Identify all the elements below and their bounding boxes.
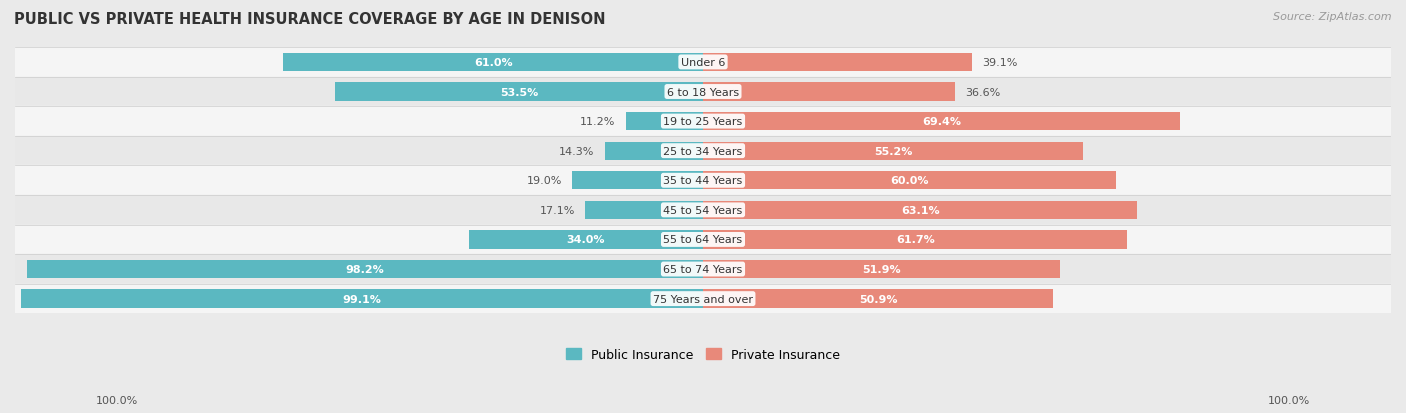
- Bar: [703, 172, 1116, 190]
- Text: 53.5%: 53.5%: [501, 87, 538, 97]
- Text: 36.6%: 36.6%: [965, 87, 1001, 97]
- Text: 45 to 54 Years: 45 to 54 Years: [664, 205, 742, 215]
- Text: Under 6: Under 6: [681, 58, 725, 68]
- Text: 69.4%: 69.4%: [922, 117, 962, 127]
- Text: 6 to 18 Years: 6 to 18 Years: [666, 87, 740, 97]
- Bar: [335, 83, 703, 102]
- Bar: [15, 78, 1391, 107]
- Text: 50.9%: 50.9%: [859, 294, 897, 304]
- Bar: [284, 54, 703, 72]
- Text: 39.1%: 39.1%: [983, 58, 1018, 68]
- Text: 35 to 44 Years: 35 to 44 Years: [664, 176, 742, 186]
- Text: 75 Years and over: 75 Years and over: [652, 294, 754, 304]
- Bar: [703, 201, 1137, 219]
- Text: 19 to 25 Years: 19 to 25 Years: [664, 117, 742, 127]
- Bar: [15, 255, 1391, 284]
- Bar: [703, 54, 972, 72]
- Bar: [703, 260, 1060, 278]
- Bar: [15, 196, 1391, 225]
- Bar: [15, 284, 1391, 313]
- Text: 34.0%: 34.0%: [567, 235, 606, 245]
- Bar: [15, 137, 1391, 166]
- Bar: [605, 142, 703, 161]
- Text: 98.2%: 98.2%: [346, 264, 385, 274]
- Bar: [15, 48, 1391, 78]
- Text: Source: ZipAtlas.com: Source: ZipAtlas.com: [1274, 12, 1392, 22]
- Text: 11.2%: 11.2%: [581, 117, 616, 127]
- Text: 60.0%: 60.0%: [890, 176, 928, 186]
- Text: 61.0%: 61.0%: [474, 58, 512, 68]
- Text: 14.3%: 14.3%: [560, 146, 595, 156]
- Bar: [703, 290, 1053, 308]
- Text: 55.2%: 55.2%: [873, 146, 912, 156]
- Bar: [572, 172, 703, 190]
- Bar: [27, 260, 703, 278]
- Text: 55 to 64 Years: 55 to 64 Years: [664, 235, 742, 245]
- Text: 63.1%: 63.1%: [901, 205, 939, 215]
- Bar: [626, 113, 703, 131]
- Bar: [703, 231, 1128, 249]
- Bar: [15, 166, 1391, 196]
- Text: 19.0%: 19.0%: [527, 176, 562, 186]
- Bar: [703, 142, 1083, 161]
- Bar: [15, 107, 1391, 137]
- Text: PUBLIC VS PRIVATE HEALTH INSURANCE COVERAGE BY AGE IN DENISON: PUBLIC VS PRIVATE HEALTH INSURANCE COVER…: [14, 12, 606, 27]
- Bar: [470, 231, 703, 249]
- Text: 99.1%: 99.1%: [343, 294, 381, 304]
- Text: 17.1%: 17.1%: [540, 205, 575, 215]
- Legend: Public Insurance, Private Insurance: Public Insurance, Private Insurance: [561, 343, 845, 366]
- Text: 100.0%: 100.0%: [1268, 395, 1310, 405]
- Text: 100.0%: 100.0%: [96, 395, 138, 405]
- Bar: [15, 225, 1391, 255]
- Text: 65 to 74 Years: 65 to 74 Years: [664, 264, 742, 274]
- Bar: [21, 290, 703, 308]
- Bar: [585, 201, 703, 219]
- Bar: [703, 83, 955, 102]
- Text: 25 to 34 Years: 25 to 34 Years: [664, 146, 742, 156]
- Text: 61.7%: 61.7%: [896, 235, 935, 245]
- Text: 51.9%: 51.9%: [862, 264, 901, 274]
- Bar: [703, 113, 1181, 131]
